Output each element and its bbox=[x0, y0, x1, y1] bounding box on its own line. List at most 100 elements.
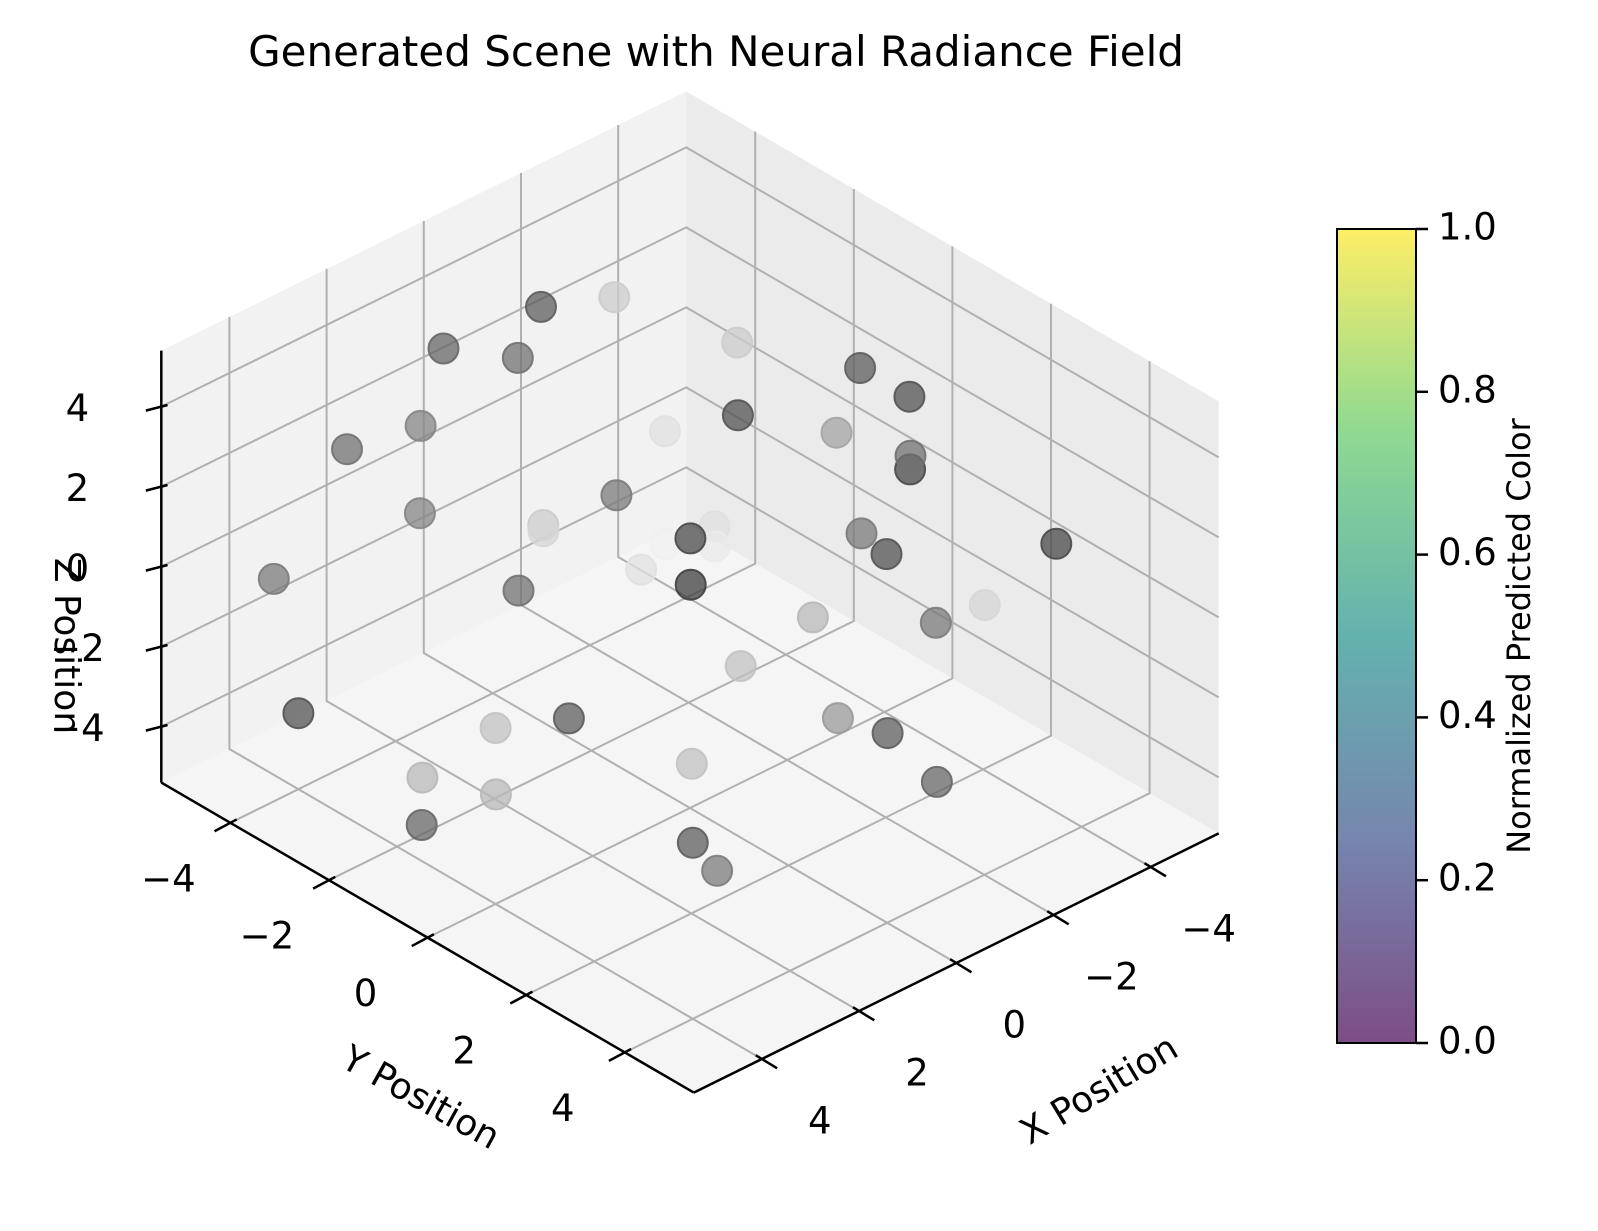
scatter-point bbox=[724, 650, 757, 683]
grid-lines bbox=[160, 125, 1220, 1060]
grid-line-z bbox=[160, 306, 1220, 619]
scatter-point bbox=[871, 717, 904, 750]
scatter-point bbox=[427, 332, 460, 365]
scatter-point bbox=[525, 290, 557, 323]
colorbar-tick-label: 0.2 bbox=[1438, 857, 1497, 900]
x-axis-tick-label: −4 bbox=[1181, 907, 1236, 950]
y-axis-tick bbox=[411, 933, 435, 948]
scatter-point bbox=[282, 697, 315, 730]
x-axis-tick bbox=[755, 1054, 778, 1070]
z-axis-tick bbox=[145, 723, 168, 732]
grid-line-z bbox=[160, 146, 1220, 459]
grid-line-z bbox=[160, 226, 1220, 539]
scatter-point bbox=[674, 522, 707, 555]
colorbar-tick-label: 0.8 bbox=[1438, 368, 1497, 411]
scatter-point bbox=[676, 826, 709, 859]
colorbar: 0.0 0.2 0.4 0.6 0.8 1.0 Normalized Predicted … bbox=[1336, 206, 1538, 1063]
scatter-point bbox=[501, 341, 534, 374]
y-axis-tick bbox=[312, 875, 336, 890]
y-axis-tick bbox=[509, 990, 534, 1005]
z-axis-tick bbox=[145, 643, 168, 652]
x-axis-tick-label: 2 bbox=[905, 1051, 929, 1094]
x-axis-tick-label: 4 bbox=[808, 1099, 832, 1142]
scatter-point bbox=[625, 553, 658, 586]
scatter-point bbox=[821, 702, 854, 735]
scatter-point bbox=[406, 761, 439, 794]
y-axis-tick bbox=[608, 1047, 632, 1062]
grid-line-x bbox=[422, 221, 957, 964]
x-axis-tick-label: −2 bbox=[1084, 955, 1139, 998]
y-axis-tick-label: −2 bbox=[240, 915, 295, 958]
scatter-point bbox=[893, 380, 926, 413]
y-axis-tick-label: 2 bbox=[452, 1030, 476, 1073]
grid-line-z bbox=[160, 386, 1220, 699]
scatter-point bbox=[701, 854, 734, 887]
colorbar-label: Normalized Predicted Color bbox=[1500, 417, 1538, 853]
scatter-point bbox=[331, 433, 363, 466]
scatter-point bbox=[675, 747, 708, 780]
scatter-point bbox=[600, 479, 633, 512]
grid-line-y bbox=[525, 303, 1052, 996]
scatter-points bbox=[257, 281, 1073, 887]
scatter-point bbox=[649, 415, 681, 448]
scatter-point bbox=[968, 589, 1001, 622]
scatter-point bbox=[552, 702, 585, 735]
grid-line-x bbox=[325, 269, 860, 1012]
scatter-point bbox=[527, 515, 560, 548]
y-axis-title: Y Position bbox=[334, 1037, 507, 1158]
scatter-point bbox=[721, 326, 754, 359]
colorbar-tick-label: 0.4 bbox=[1438, 694, 1497, 737]
z-axis-tick-label: −4 bbox=[50, 707, 105, 750]
grid-line-z bbox=[160, 466, 1220, 779]
x-axis-tick bbox=[1046, 910, 1070, 926]
scatter-point bbox=[257, 562, 290, 595]
scatter-point bbox=[920, 765, 953, 798]
x-axis-tick bbox=[852, 1006, 875, 1022]
z-axis-tick-label: 4 bbox=[66, 387, 90, 430]
colorbar-ticks: 0.0 0.2 0.4 0.6 0.8 1.0 bbox=[1416, 206, 1497, 1063]
z-axis-tick bbox=[145, 483, 168, 492]
chart-title: Generated Scene with Neural Radiance Fie… bbox=[248, 27, 1184, 76]
y-axis-tick-label: −4 bbox=[141, 857, 196, 900]
z-axis-tick-label: 0 bbox=[66, 547, 90, 590]
y-axis-tick bbox=[213, 818, 238, 833]
scatter-point bbox=[403, 497, 436, 530]
scatter-point bbox=[502, 574, 535, 607]
scatter-point bbox=[405, 809, 438, 841]
z-axis-title: Z Position bbox=[46, 558, 87, 734]
y-axis-tick-label: 4 bbox=[551, 1087, 575, 1130]
x-axis-title: X Position bbox=[1013, 1027, 1185, 1153]
scatter-point bbox=[598, 281, 631, 314]
scatter-point bbox=[796, 601, 829, 634]
colorbar-tick-label: 0.6 bbox=[1438, 531, 1497, 574]
scatter-point bbox=[404, 409, 437, 442]
z-axis-tick-label: 2 bbox=[66, 467, 90, 510]
z-axis-tick-label: −2 bbox=[50, 627, 105, 670]
scatter-point bbox=[721, 399, 754, 432]
scatter-point bbox=[845, 517, 878, 550]
x-axis-tick bbox=[1143, 862, 1167, 878]
z-axis-tick bbox=[145, 563, 168, 572]
scatter-point bbox=[894, 439, 927, 472]
grid-line-y bbox=[624, 361, 1151, 1054]
x-axis-tick bbox=[949, 958, 973, 974]
colorbar-tick-label: 1.0 bbox=[1438, 206, 1497, 249]
z-axis-tick bbox=[145, 403, 168, 412]
axis-ticks: −4 −2 0 2 4 −4 −2 0 2 4 −4 −2 0 2 4 bbox=[50, 387, 1236, 1142]
scatter-point bbox=[479, 778, 512, 811]
scatter-point bbox=[674, 568, 707, 601]
grid-line-y bbox=[229, 131, 757, 824]
y-axis-tick-label: 0 bbox=[354, 972, 378, 1015]
scatter-point bbox=[919, 606, 952, 639]
scatter-point bbox=[820, 416, 853, 449]
grid-line-x bbox=[617, 125, 1152, 868]
scatter-point bbox=[1040, 527, 1073, 560]
grid-line-x bbox=[228, 317, 763, 1060]
scatter-point bbox=[870, 538, 903, 571]
colorbar-tick-label: 0.0 bbox=[1438, 1020, 1497, 1063]
grid-line-y bbox=[427, 246, 954, 939]
x-axis-tick-label: 0 bbox=[1002, 1003, 1026, 1046]
scatter-point bbox=[844, 352, 877, 384]
colorbar-gradient bbox=[1336, 228, 1417, 1044]
